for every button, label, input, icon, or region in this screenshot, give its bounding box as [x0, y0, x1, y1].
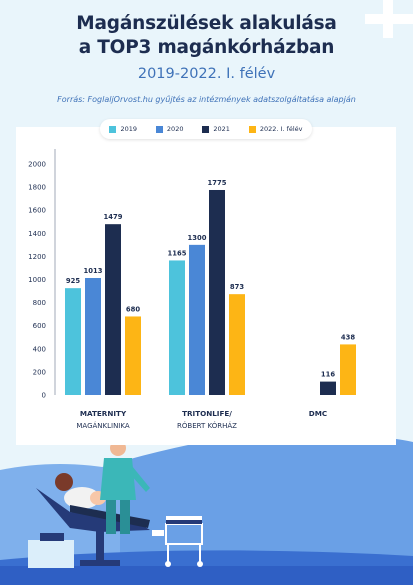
- bar-value-label: 873: [230, 283, 244, 291]
- page-title-line1: Magánszülések alakulása: [76, 13, 337, 34]
- legend-swatch-2022: [248, 125, 256, 133]
- bar: [65, 288, 81, 395]
- bar: [169, 260, 185, 395]
- bar-value-label: 116: [321, 371, 335, 379]
- category-sublabel: MAGÁNKLINIKA: [76, 421, 129, 430]
- legend-item-2019: 2019: [109, 125, 137, 133]
- legend-label-2021: 2021: [213, 125, 230, 133]
- y-tick-label: 1400: [28, 230, 46, 238]
- page-title-line2: a TOP3 magánkórházban: [78, 37, 335, 58]
- bar-value-label: 1775: [208, 179, 227, 187]
- y-tick-label: 600: [33, 322, 46, 330]
- bar-value-label: 925: [66, 277, 80, 285]
- corner-cross-decoration: [365, 0, 413, 38]
- legend-item-2021: 2021: [202, 125, 230, 133]
- category-label: MATERNITY: [80, 409, 127, 418]
- bar: [85, 277, 101, 395]
- bar: [189, 244, 205, 395]
- bar: [105, 224, 121, 395]
- legend-swatch-2021: [202, 125, 210, 133]
- bar-value-label: 1479: [104, 213, 123, 221]
- y-tick-label: 1800: [28, 184, 46, 192]
- category-label: DMC: [309, 409, 327, 418]
- legend-label-2022: 2022. I. félév: [259, 125, 303, 133]
- category-sublabel: RÓBERT KÓRHÁZ: [177, 421, 237, 430]
- legend-swatch-2020: [155, 125, 163, 133]
- bar-value-label: 438: [341, 333, 355, 341]
- bar: [320, 381, 336, 395]
- bar: [229, 294, 245, 395]
- legend-label-2019: 2019: [120, 125, 137, 133]
- y-tick-label: 200: [33, 368, 46, 376]
- patient-icon: [55, 473, 73, 491]
- legend-item-2022: 2022. I. félév: [248, 125, 303, 133]
- source-note: Forrás: FoglaljOrvost.hu gyűjtés az inté…: [57, 95, 356, 104]
- bar: [340, 344, 356, 395]
- legend-swatch-2019: [109, 125, 117, 133]
- legend-item-2020: 2020: [155, 125, 184, 133]
- y-tick-label: 800: [33, 299, 46, 307]
- bar-value-label: 1300: [188, 234, 207, 242]
- y-tick-label: 0: [42, 392, 46, 400]
- bar-value-label: 1013: [84, 267, 103, 275]
- medical-cart-icon: [166, 516, 202, 520]
- cabinet-icon: [28, 540, 74, 568]
- y-tick-label: 2000: [28, 161, 46, 169]
- chart-legend: 2019 2020 2021 2022. I. félév: [100, 119, 312, 139]
- bar: [209, 189, 225, 395]
- y-tick-label: 1200: [28, 253, 46, 261]
- bar: [125, 316, 141, 395]
- y-tick-label: 1000: [28, 276, 46, 284]
- y-tick-label: 400: [33, 345, 46, 353]
- category-label: TRITONLIFE/: [182, 409, 232, 418]
- legend-label-2020: 2020: [166, 125, 184, 133]
- y-tick-label: 1600: [28, 207, 46, 215]
- bar-value-label: 1165: [168, 249, 187, 257]
- bar-value-label: 680: [126, 305, 140, 313]
- page-subtitle: 2019-2022. I. félév: [137, 66, 276, 82]
